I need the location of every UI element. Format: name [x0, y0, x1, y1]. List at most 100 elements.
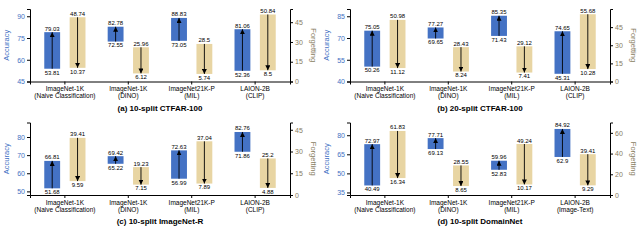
tick-label: 0	[295, 192, 299, 199]
x-axis: ImageNet-1K(Naive Classification)ImageNe…	[351, 195, 611, 214]
tick-mark	[347, 60, 350, 61]
arrow	[115, 27, 116, 42]
tick-label: LAION-2B(CLIP)	[240, 199, 270, 214]
tick-mark	[347, 82, 350, 83]
range-bar	[491, 161, 507, 170]
tick: 80	[17, 134, 30, 141]
tick-label-line: (CLIP)	[246, 206, 265, 214]
tick-label: 40	[615, 150, 623, 157]
tick-mark	[511, 195, 512, 198]
tick: 0	[290, 78, 299, 85]
range-bar	[390, 20, 406, 68]
range-bar	[491, 16, 507, 36]
tick: 40	[337, 78, 350, 85]
tick-mark	[27, 191, 30, 192]
data-label: 74.65	[555, 25, 571, 31]
axis-line	[347, 123, 351, 196]
tick-mark	[27, 82, 30, 83]
tick-label-line: (DINO)	[438, 206, 459, 214]
tick: 80	[337, 132, 350, 139]
tick-label: 60	[17, 56, 25, 63]
y-axis-title: Accuracy	[2, 30, 11, 61]
data-label: 28.55	[453, 159, 469, 165]
tick: LAION-2B(CLIP)	[240, 195, 270, 214]
y2-axis: 0204060	[610, 123, 623, 199]
tick-label: ImageNet21K-P(MIL)	[169, 199, 215, 214]
range-bar	[133, 47, 149, 73]
arrow	[267, 158, 268, 187]
tick: 70	[337, 35, 350, 42]
range-bar	[70, 138, 86, 181]
data-label: 28.43	[453, 41, 469, 47]
tick-label: 15	[295, 58, 303, 65]
range-bar	[108, 156, 124, 164]
arrow	[435, 27, 436, 38]
data-label: 8.5	[264, 71, 273, 77]
y-axis-title: Accuracy	[2, 143, 11, 174]
tick-label: ImageNet21K-P(MIL)	[489, 199, 535, 214]
tick-mark	[27, 173, 30, 174]
data-label: 84.92	[555, 122, 571, 128]
arrow	[115, 156, 116, 164]
tick: ImageNet21K-P(MIL)	[169, 82, 215, 101]
range-bar	[70, 17, 86, 68]
x-axis: ImageNet-1K(Naive Classification) ImageNe…	[31, 82, 291, 101]
arrow	[242, 132, 243, 152]
tick-mark	[191, 82, 192, 85]
tick-label-line: LAION-2B	[560, 85, 590, 92]
tick-label: 30	[295, 148, 303, 155]
marks	[44, 14, 275, 73]
range-bar	[580, 14, 596, 69]
arrow	[77, 138, 78, 181]
tick-mark	[27, 16, 30, 17]
tick-label: ImageNet-1K(Naive Classification)	[354, 85, 415, 100]
title: (a) 10-split CTFAR-100	[118, 104, 203, 113]
range-bar	[133, 167, 149, 185]
data-label: 10.37	[70, 69, 86, 75]
y2-axis: 0153045	[610, 10, 623, 86]
data-label: 82.76	[235, 125, 251, 131]
tick-label-line: (MIL)	[504, 92, 519, 100]
arrow	[372, 144, 373, 185]
tick-label: 0	[615, 192, 619, 199]
tick-mark	[27, 38, 30, 39]
data-label: 65.22	[108, 165, 124, 171]
tick-label: ImageNet-1K(DINO)	[109, 85, 148, 100]
arrow	[179, 18, 180, 41]
tick-label-line: (DINO)	[438, 92, 459, 100]
marks	[364, 129, 595, 186]
tick-label: 75	[17, 35, 25, 42]
y-axis: 35506580	[337, 123, 350, 196]
data-label: 25.96	[133, 41, 149, 47]
tick: 30	[610, 42, 623, 49]
range-bar	[516, 46, 532, 72]
range-bar	[390, 131, 406, 178]
data-label: 72.97	[365, 138, 381, 144]
title: (d) 10-split DomainNet	[438, 217, 523, 226]
range-bar	[44, 161, 60, 188]
data-labels: 50.2675.0569.6577.2771.4385.3545.3174.65…	[365, 8, 596, 81]
tick-label: 15	[615, 60, 623, 67]
tick-label: 45	[615, 24, 623, 31]
data-label: 40.49	[365, 186, 381, 192]
tick: 40	[610, 150, 623, 157]
data-label: 7.89	[199, 184, 211, 190]
axis-line	[611, 123, 614, 196]
data-label: 71.86	[235, 153, 251, 159]
tick: 60	[17, 170, 30, 177]
data-label: 8.65	[455, 187, 467, 193]
data-label: 51.68	[45, 189, 61, 195]
tick-label-line: (DINO)	[118, 206, 139, 214]
tick-mark	[347, 154, 350, 155]
arrow	[499, 16, 500, 36]
tick: 15	[610, 60, 623, 67]
axis-line	[27, 123, 31, 196]
arrow	[460, 47, 461, 71]
tick-label: ImageNet-1K(Naive Classification)	[34, 85, 95, 100]
tick-label: 80	[17, 134, 25, 141]
marks	[44, 132, 275, 188]
range-bar	[364, 31, 380, 67]
arrow	[204, 141, 205, 183]
y-axis-title: Accuracy	[322, 30, 331, 61]
y2-axis-title: Forgetting	[309, 142, 318, 176]
